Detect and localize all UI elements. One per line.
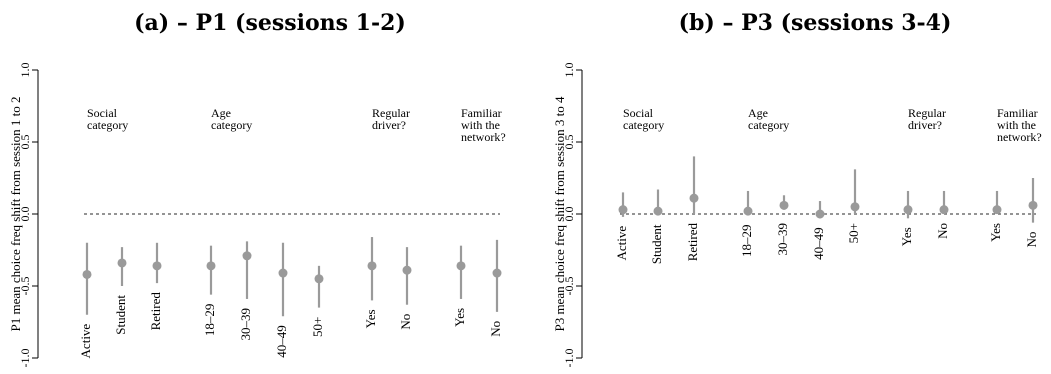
- point-estimate: [82, 269, 92, 279]
- group-label: network?: [461, 130, 506, 144]
- y-tick-label: 1.0: [18, 63, 32, 78]
- point-estimate: [850, 202, 860, 212]
- category-label: No: [398, 314, 413, 330]
- panel-1: (b) – P3 (sessions 3-4) -1.0 -0.5 0.0 0.5 1.0…: [552, 10, 1042, 368]
- group-label: Age: [748, 106, 768, 120]
- category-label: No: [935, 223, 950, 239]
- category-label: Retired: [148, 292, 163, 331]
- point-estimate: [367, 261, 377, 271]
- category-label: 18–29: [739, 224, 754, 257]
- y-tick-label: 1.0: [562, 63, 576, 78]
- group-label: category: [623, 118, 664, 132]
- point-estimate: [402, 265, 412, 275]
- group-label: Age: [211, 106, 231, 120]
- group-label: category: [211, 118, 252, 132]
- y-tick-label: -0.5: [18, 277, 32, 296]
- category-label: Yes: [363, 309, 378, 328]
- category-label: Student: [113, 295, 128, 335]
- chart-title: (a) – P1 (sessions 1-2): [134, 10, 406, 36]
- y-tick-label: -0.5: [562, 277, 576, 296]
- point-estimate: [689, 193, 699, 203]
- group-label: with the: [997, 118, 1036, 132]
- group-label: Social: [623, 106, 654, 120]
- point-estimate: [653, 206, 663, 216]
- category-label: Yes: [988, 223, 1003, 242]
- category-label: 50+: [846, 223, 861, 243]
- y-axis-label: P3 mean choice freq shift from session 3…: [552, 96, 567, 332]
- panel-0: (a) – P1 (sessions 1-2) -1.0 -0.5 0.0 0.5 1.0…: [8, 10, 506, 368]
- y-axis-label: P1 mean choice freq shift from session 1…: [8, 96, 23, 331]
- y-tick-label: 0.0: [18, 207, 32, 222]
- group-label: Familiar: [461, 106, 502, 120]
- chart-title: (b) – P3 (sessions 3-4): [679, 10, 952, 36]
- y-tick-label: -1.0: [18, 349, 32, 368]
- point-estimate: [743, 206, 753, 216]
- category-label: 30–39: [775, 223, 790, 256]
- group-label: driver?: [372, 118, 406, 132]
- category-label: 18–29: [202, 304, 217, 337]
- y-tick-label: -1.0: [562, 349, 576, 368]
- group-label: with the: [461, 118, 500, 132]
- y-tick-label: 0.5: [18, 135, 32, 150]
- category-label: 40–49: [274, 325, 289, 358]
- point-estimate: [815, 209, 825, 219]
- group-label: network?: [997, 130, 1042, 144]
- point-estimate: [314, 274, 324, 284]
- category-label: 40–49: [811, 227, 826, 260]
- group-label: category: [748, 118, 789, 132]
- group-label: Regular: [372, 106, 410, 120]
- point-estimate: [992, 205, 1002, 215]
- y-tick-label: 0.0: [562, 207, 576, 222]
- y-tick-label: 0.5: [562, 135, 576, 150]
- point-estimate: [779, 200, 789, 210]
- point-estimate: [618, 205, 628, 215]
- category-label: Retired: [685, 223, 700, 262]
- category-label: 30–39: [238, 308, 253, 341]
- category-label: No: [488, 321, 503, 337]
- point-estimate: [492, 268, 502, 278]
- point-estimate: [117, 258, 127, 268]
- point-estimate: [242, 251, 252, 261]
- point-estimate: [456, 261, 466, 271]
- category-label: 50+: [310, 317, 325, 337]
- category-label: Yes: [452, 308, 467, 327]
- category-label: Active: [78, 324, 93, 359]
- group-label: category: [87, 118, 128, 132]
- category-label: Student: [649, 224, 664, 264]
- group-label: Familiar: [997, 106, 1038, 120]
- point-estimate: [903, 205, 913, 215]
- category-label: Yes: [899, 227, 914, 246]
- point-estimate: [152, 261, 162, 271]
- category-label: Active: [614, 226, 629, 261]
- category-label: No: [1024, 232, 1039, 248]
- point-estimate: [939, 205, 949, 215]
- point-estimate: [206, 261, 216, 271]
- group-label: driver?: [908, 118, 942, 132]
- point-estimate: [1028, 200, 1038, 210]
- point-estimate: [278, 268, 288, 278]
- group-label: Social: [87, 106, 118, 120]
- group-label: Regular: [908, 106, 946, 120]
